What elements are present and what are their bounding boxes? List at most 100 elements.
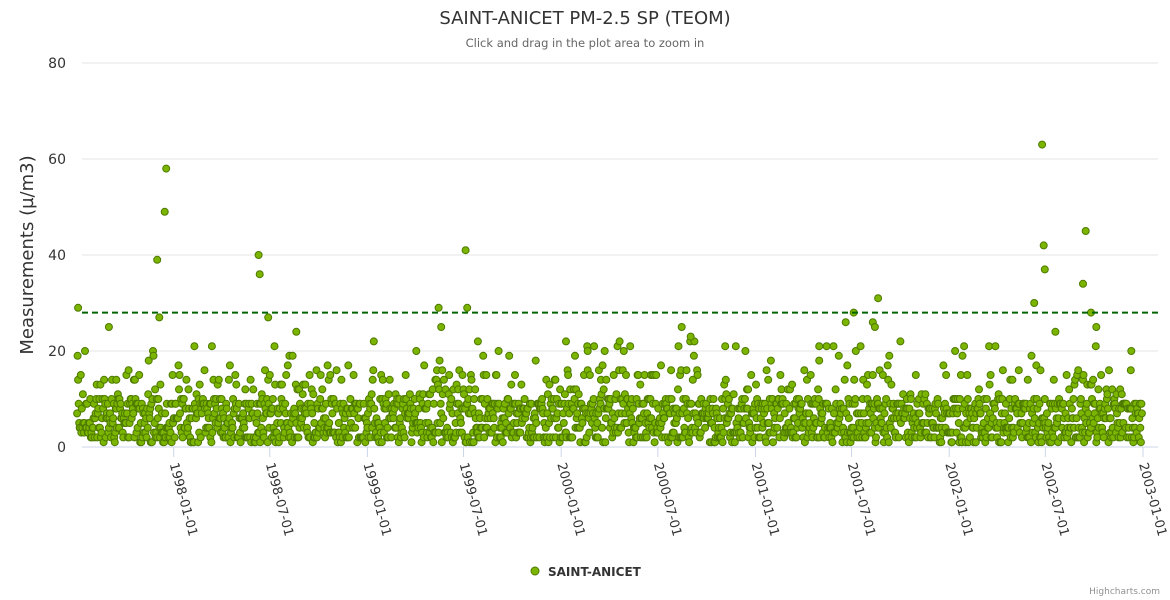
data-point[interactable]	[154, 395, 163, 403]
data-point[interactable]	[445, 371, 454, 379]
data-point[interactable]	[265, 371, 274, 379]
data-point[interactable]	[532, 419, 541, 427]
data-point[interactable]	[190, 342, 199, 351]
data-point[interactable]	[494, 347, 503, 355]
data-point[interactable]	[1089, 375, 1098, 384]
data-point[interactable]	[325, 419, 334, 427]
data-point[interactable]	[434, 303, 443, 312]
data-point[interactable]	[254, 251, 263, 259]
data-point[interactable]	[911, 371, 920, 379]
data-point[interactable]	[214, 375, 223, 384]
data-point[interactable]	[469, 438, 478, 447]
data-point[interactable]	[135, 371, 144, 379]
data-point[interactable]	[1136, 438, 1145, 447]
data-point[interactable]	[253, 409, 262, 418]
data-point[interactable]	[252, 419, 261, 427]
data-point[interactable]	[420, 361, 429, 370]
data-point[interactable]	[619, 347, 628, 355]
data-point[interactable]	[562, 337, 570, 346]
data-point[interactable]	[800, 366, 809, 375]
data-point[interactable]	[667, 366, 676, 375]
data-point[interactable]	[156, 380, 165, 389]
data-point[interactable]	[175, 371, 184, 379]
data-point[interactable]	[76, 371, 85, 379]
data-point[interactable]	[921, 390, 930, 399]
data-point[interactable]	[885, 351, 894, 360]
data-point[interactable]	[73, 409, 82, 418]
data-point[interactable]	[667, 395, 676, 403]
data-point[interactable]	[958, 351, 967, 360]
data-point[interactable]	[368, 375, 377, 384]
data-point[interactable]	[489, 414, 498, 423]
data-point[interactable]	[168, 371, 177, 379]
data-point[interactable]	[963, 371, 972, 379]
data-point[interactable]	[775, 414, 784, 423]
data-point[interactable]	[815, 356, 824, 365]
data-point[interactable]	[818, 409, 827, 418]
data-point[interactable]	[316, 371, 325, 379]
data-point[interactable]	[797, 399, 806, 408]
data-point[interactable]	[574, 390, 583, 399]
data-point[interactable]	[369, 366, 378, 375]
data-point[interactable]	[729, 390, 738, 399]
data-point[interactable]	[1072, 414, 1081, 423]
data-point[interactable]	[951, 347, 960, 355]
data-point[interactable]	[232, 380, 241, 389]
data-point[interactable]	[458, 371, 467, 379]
data-point[interactable]	[369, 337, 378, 346]
legend-item-saint-anicet[interactable]: SAINT-ANICET	[548, 565, 642, 579]
data-point[interactable]	[498, 438, 507, 447]
data-point[interactable]	[1044, 419, 1053, 427]
data-point[interactable]	[520, 395, 529, 403]
data-point[interactable]	[769, 438, 777, 447]
data-point[interactable]	[764, 375, 773, 384]
data-point[interactable]	[1005, 414, 1014, 423]
data-point[interactable]	[593, 419, 602, 427]
data-point[interactable]	[283, 361, 292, 370]
data-point[interactable]	[560, 390, 569, 399]
data-point[interactable]	[384, 390, 393, 399]
data-point[interactable]	[328, 409, 337, 418]
data-point[interactable]	[1105, 366, 1113, 375]
data-point[interactable]	[505, 351, 514, 360]
data-point[interactable]	[932, 409, 940, 418]
data-point[interactable]	[687, 399, 696, 408]
data-point[interactable]	[731, 342, 740, 351]
data-point[interactable]	[850, 375, 859, 384]
data-point[interactable]	[298, 390, 307, 399]
data-point[interactable]	[884, 438, 893, 447]
data-point[interactable]	[840, 375, 849, 384]
data-point[interactable]	[598, 361, 607, 370]
data-point[interactable]	[556, 385, 565, 394]
data-point[interactable]	[863, 380, 871, 389]
data-point[interactable]	[1014, 366, 1023, 375]
data-point[interactable]	[701, 423, 710, 432]
data-point[interactable]	[622, 371, 630, 379]
data-point[interactable]	[175, 385, 183, 394]
data-point[interactable]	[400, 433, 409, 442]
data-point[interactable]	[351, 423, 360, 432]
data-point[interactable]	[792, 433, 801, 442]
data-point[interactable]	[660, 414, 669, 423]
data-point[interactable]	[585, 428, 594, 437]
data-point[interactable]	[907, 395, 915, 403]
data-point[interactable]	[877, 419, 886, 427]
data-point[interactable]	[492, 371, 501, 379]
data-point[interactable]	[590, 342, 599, 351]
data-point[interactable]	[294, 433, 303, 442]
data-point[interactable]	[773, 423, 782, 432]
data-point[interactable]	[389, 414, 398, 423]
data-point[interactable]	[1076, 395, 1085, 403]
data-point[interactable]	[467, 375, 476, 384]
data-point[interactable]	[538, 395, 547, 403]
data-point[interactable]	[182, 375, 191, 384]
data-point[interactable]	[1040, 265, 1049, 274]
data-point[interactable]	[239, 409, 248, 418]
data-point[interactable]	[241, 385, 250, 394]
data-point[interactable]	[438, 366, 447, 375]
data-point[interactable]	[109, 414, 118, 423]
data-point[interactable]	[887, 380, 896, 389]
data-point[interactable]	[143, 423, 152, 432]
data-point[interactable]	[602, 375, 611, 384]
data-point[interactable]	[437, 323, 446, 331]
